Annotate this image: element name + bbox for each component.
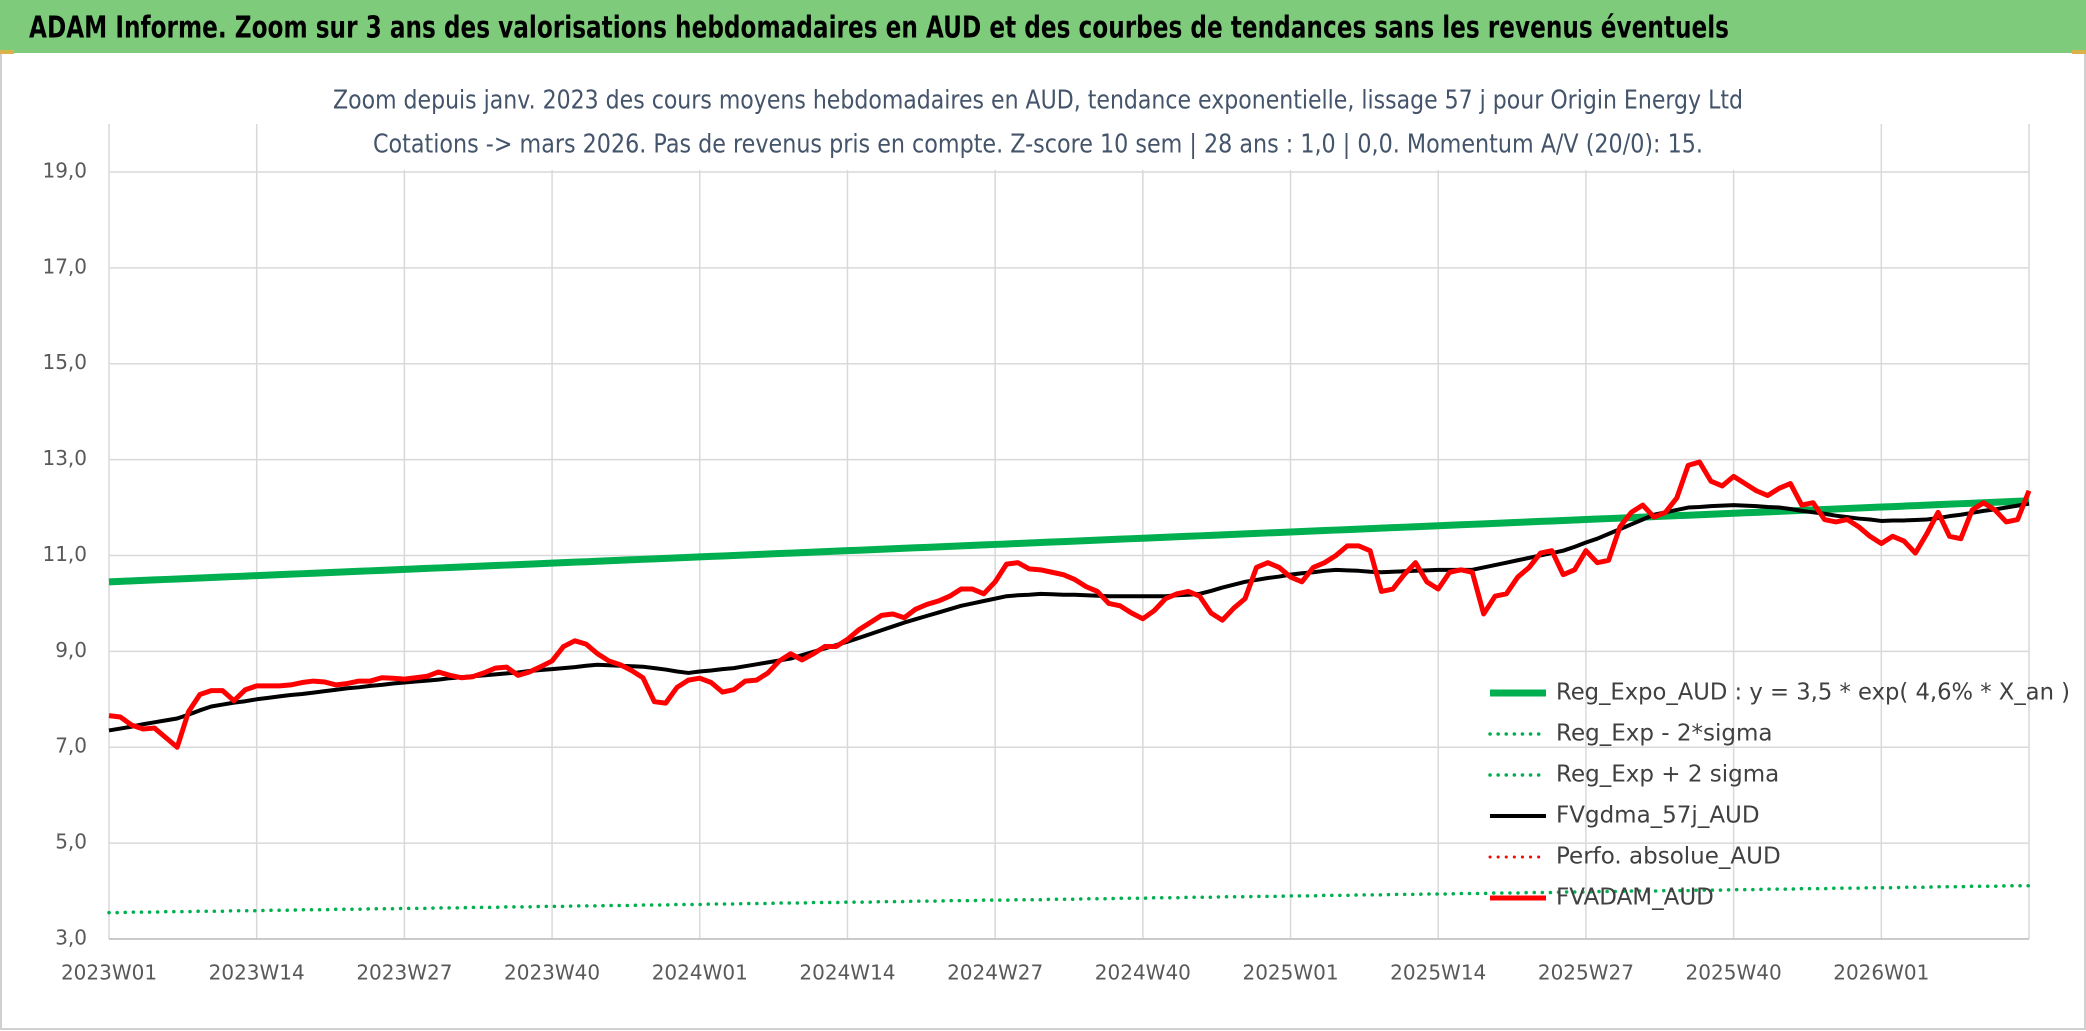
y-tick-label: 3,0	[55, 926, 87, 950]
y-tick-label: 17,0	[42, 254, 87, 278]
series-line	[108, 459, 2032, 750]
x-tick-label: 2025W01	[1242, 961, 1338, 985]
x-tick-label: 2023W14	[209, 961, 305, 985]
x-tick-label: 2023W27	[356, 961, 452, 985]
x-tick-label: 2023W01	[61, 961, 157, 985]
y-tick-label: 7,0	[55, 734, 87, 758]
y-tick-label: 19,0	[42, 158, 87, 182]
y-tick-label: 9,0	[55, 638, 87, 662]
x-tick-label: 2026W01	[1833, 961, 1929, 985]
x-tick-label: 2025W14	[1390, 961, 1486, 985]
subtitle-box	[326, 78, 1754, 170]
x-tick-label: 2024W01	[652, 961, 748, 985]
axes: 3,0 5,0 7,0 9,0 11,0 13,0 15,0 17,0 19,0 2023W01 2…	[42, 158, 2029, 985]
chart-title: ADAM Informe. Zoom sur 3 ans des valoris…	[29, 11, 1729, 46]
legend-label: Reg_Exp - 2*sigma	[1556, 721, 1772, 747]
chart-subtitle: Zoom depuis janv. 2023 des cours moyens …	[333, 86, 1743, 116]
x-tick-label: 2024W40	[1095, 961, 1191, 985]
x-tick-label: 2025W27	[1538, 961, 1634, 985]
y-tick-label: 13,0	[42, 446, 87, 470]
legend-label: Perfo. absolue_AUD	[1556, 844, 1781, 870]
legend-label: Reg_Expo_AUD : y = 3,5 * exp( 4,6% * X_a…	[1556, 680, 2070, 706]
plot-series	[107, 459, 2032, 915]
series-line	[108, 497, 2030, 586]
title-banner	[0, 0, 2086, 53]
x-tick-label: 2025W40	[1686, 961, 1782, 985]
legend-label: FVgdma_57j_AUD	[1556, 803, 1760, 829]
banner-accent	[2072, 50, 2086, 54]
x-tick-label: 2024W27	[947, 961, 1043, 985]
legend: Reg_Expo_AUD : y = 3,5 * exp( 4,6% * X_a…	[1488, 680, 2070, 911]
y-tick-label: 15,0	[42, 350, 87, 374]
series-line	[108, 501, 2030, 733]
legend-label: Reg_Exp + 2 sigma	[1556, 762, 1779, 788]
x-tick-label: 2023W40	[504, 961, 600, 985]
banner-accent	[0, 50, 14, 54]
y-tick-label: 11,0	[42, 542, 87, 566]
x-tick-label: 2024W14	[799, 961, 895, 985]
grid	[108, 124, 2030, 940]
chart-subtitle: Cotations -> mars 2026. Pas de revenus p…	[373, 130, 1703, 160]
y-tick-label: 5,0	[55, 830, 87, 854]
legend-label: FVADAM_AUD	[1556, 885, 1714, 911]
